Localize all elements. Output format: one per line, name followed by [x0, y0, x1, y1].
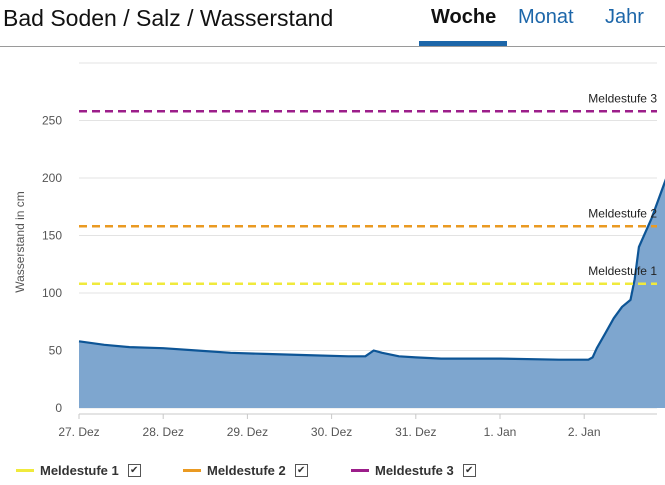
threshold-label-meldestufe-2: Meldestufe 2 [588, 206, 657, 220]
water-level-area [79, 181, 665, 408]
y-tick-label-50: 50 [49, 344, 63, 358]
tab-woche[interactable]: Woche [431, 6, 497, 28]
legend-label-meldestufe-1: Meldestufe 1 [40, 462, 119, 478]
legend-swatch-meldestufe-2 [183, 468, 201, 472]
x-tick-label-5: 1. Jan [484, 425, 517, 439]
tab-jahr[interactable]: Jahr [605, 6, 644, 28]
x-tick-label-6: 2. Jan [568, 425, 601, 439]
x-tick-label-0: 27. Dez [58, 425, 99, 439]
checkbox-meldestufe-3[interactable]: ✔ [462, 463, 476, 477]
checkbox-meldestufe-2[interactable]: ✔ [294, 463, 308, 477]
y-tick-label-100: 100 [42, 286, 62, 300]
x-tick-label-1: 28. Dez [143, 425, 184, 439]
x-tick-label-3: 30. Dez [311, 425, 352, 439]
x-tick-label-2: 29. Dez [227, 425, 268, 439]
x-tick-label-4: 31. Dez [395, 425, 436, 439]
legend: Meldestufe 1 ✔ Meldestufe 2 ✔ Meldestufe… [0, 458, 665, 482]
checkbox-meldestufe-1[interactable]: ✔ [127, 463, 141, 477]
header-bar: Bad Soden / Salz / Wasserstand Woche Mon… [0, 0, 665, 47]
legend-item-meldestufe-2[interactable]: Meldestufe 2 ✔ [183, 460, 308, 480]
water-level-chart: 0 50 100 150 200 250 Meldestufe 1 Meldestufe 2 M… [42, 62, 665, 439]
y-axis-label: Wasserstand in cm [13, 191, 27, 293]
threshold-label-meldestufe-1: Meldestufe 1 [588, 264, 657, 278]
tab-monat[interactable]: Monat [518, 6, 574, 28]
threshold-label-meldestufe-3: Meldestufe 3 [588, 91, 657, 105]
legend-item-meldestufe-1[interactable]: Meldestufe 1 ✔ [16, 460, 141, 480]
water-level-line [78, 178, 665, 361]
legend-label-meldestufe-3: Meldestufe 3 [375, 462, 454, 478]
legend-swatch-meldestufe-1 [16, 468, 34, 472]
legend-label-meldestufe-2: Meldestufe 2 [207, 462, 286, 478]
y-tick-label-150: 150 [42, 229, 62, 243]
y-tick-label-250: 250 [42, 114, 62, 128]
page-title: Bad Soden / Salz / Wasserstand [3, 5, 334, 31]
legend-swatch-meldestufe-3 [351, 468, 369, 472]
active-tab-indicator [419, 41, 507, 46]
y-tick-label-200: 200 [42, 171, 62, 185]
y-tick-label-0: 0 [55, 401, 62, 415]
legend-item-meldestufe-3[interactable]: Meldestufe 3 ✔ [351, 460, 476, 480]
